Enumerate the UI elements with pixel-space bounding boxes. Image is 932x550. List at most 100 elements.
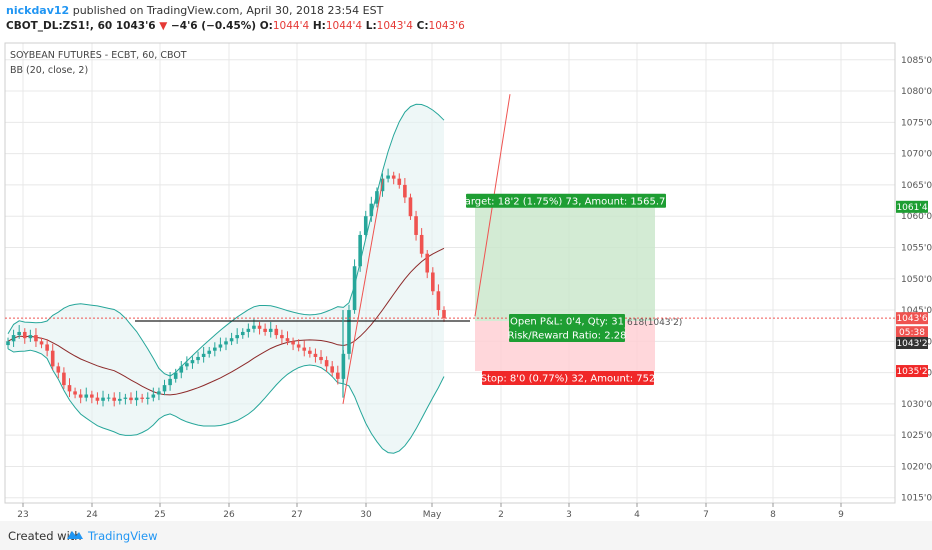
- candle-body: [263, 328, 267, 332]
- y-tick-label: 1060'0: [901, 212, 932, 222]
- candle-body: [330, 366, 335, 373]
- candle-body: [268, 328, 273, 332]
- symbol-label: CBOT_DL:ZS1!, 60: [6, 20, 113, 32]
- x-tick-label: May: [423, 510, 442, 520]
- candle-body: [50, 350, 55, 367]
- y-tick-label: 1070'0: [901, 150, 932, 160]
- chart-header: nickdav12 published on TradingView.com, …: [0, 0, 932, 38]
- open-pnl-label-box: [509, 313, 625, 328]
- candle-body: [101, 397, 105, 401]
- candle-body: [129, 397, 133, 401]
- candle-body: [224, 341, 228, 345]
- x-axis: 23 24 25 26 27 30 May 2 3 4 7 8 9: [17, 503, 844, 520]
- candle-body: [391, 175, 396, 179]
- target-zone[interactable]: [475, 206, 655, 321]
- y-tick-label: 1030'0: [901, 400, 932, 410]
- open-pnl-label: Open P&L: 0'4, Qty: 31: [510, 316, 624, 327]
- candle-body: [319, 356, 323, 361]
- candle-body: [6, 341, 10, 346]
- candle-body: [274, 328, 279, 336]
- candle-body: [123, 397, 128, 399]
- candle-body: [73, 391, 77, 395]
- countdown-label: 05:38: [899, 328, 925, 338]
- candle-body: [352, 266, 357, 311]
- y-tick-label: 1080'0: [901, 87, 932, 97]
- trend-line-1[interactable]: [342, 178, 384, 404]
- low-value: 1043'4: [376, 20, 413, 32]
- publish-info: nickdav12 published on TradingView.com, …: [6, 4, 383, 17]
- candle-body: [179, 366, 184, 373]
- x-tick-label: 2: [498, 510, 504, 520]
- y-tick-label: 1025'0: [901, 431, 932, 441]
- candle-body: [240, 331, 245, 336]
- x-tick-label: 4: [634, 510, 640, 520]
- candle-body: [229, 338, 234, 342]
- candle-body: [173, 372, 178, 379]
- y-tick-label: 1085'0: [901, 56, 932, 66]
- candle-body: [45, 344, 49, 351]
- candle-body: [257, 325, 262, 329]
- author-link[interactable]: nickdav12: [6, 4, 70, 17]
- candles: [6, 168, 446, 407]
- countdown-label-box: [896, 326, 928, 339]
- ohlc-line: CBOT_DL:ZS1!, 60 1043'6 ▼ −4'6 (−0.45%) …: [6, 20, 465, 32]
- candle-body: [190, 360, 195, 364]
- candle-body: [324, 360, 329, 367]
- candle-body: [151, 394, 156, 398]
- y-tick-label: 1065'0: [901, 181, 932, 191]
- candle-body: [106, 397, 111, 399]
- stop-label: Stop: 8'0 (0.77%) 32, Amount: 752: [481, 374, 656, 385]
- down-arrow-icon: ▼: [159, 20, 168, 32]
- x-tick-label: 9: [838, 510, 844, 520]
- candle-body: [419, 234, 424, 254]
- candle-body: [291, 341, 295, 345]
- chart-title: SOYBEAN FUTURES - ECBT, 60, CBOT: [10, 50, 187, 61]
- candle-body: [34, 335, 38, 342]
- candle-body: [397, 178, 402, 185]
- y-tick-label: 1055'0: [901, 243, 932, 253]
- candle-body: [134, 397, 139, 401]
- y-tick-label: 1050'0: [901, 275, 932, 285]
- candle-body: [408, 197, 413, 217]
- price-chart[interactable]: Target: 18'2 (1.75%) 73, Amount: 1565.75…: [0, 38, 932, 521]
- tradingview-logo-icon: [67, 531, 83, 539]
- footer: Created with TradingView: [0, 521, 932, 550]
- candle-body: [213, 347, 217, 351]
- candle-body: [308, 350, 312, 354]
- candle-body: [84, 394, 89, 398]
- candle-body: [414, 216, 418, 235]
- entry-price-axis-label-box: [896, 336, 928, 349]
- stop-price-label: 1035'2: [896, 367, 927, 377]
- band-fill: [8, 104, 444, 454]
- y-tick-label: 1020'0: [901, 462, 932, 472]
- risk-reward-label: Risk/Reward Ratio: 2.28: [507, 330, 626, 341]
- stop-label-box: [482, 371, 654, 386]
- candle-body: [296, 344, 301, 348]
- indicator-label: BB (20, close, 2): [10, 65, 88, 76]
- candle-body: [375, 191, 379, 204]
- candle-body: [95, 397, 100, 401]
- x-tick-label: 26: [223, 510, 235, 520]
- target-price-label: 1061'4: [896, 203, 927, 213]
- risk-reward-label-box: [509, 327, 625, 342]
- candle-body: [162, 385, 167, 392]
- tradingview-brand-link[interactable]: TradingView: [88, 529, 158, 543]
- lower-band: [7, 348, 445, 454]
- candle-body: [403, 184, 407, 198]
- candle-body: [201, 353, 206, 357]
- target-label: Target: 18'2 (1.75%) 73, Amount: 1565.75: [459, 196, 672, 207]
- drawings: Target: 18'2 (1.75%) 73, Amount: 1565.75…: [5, 94, 895, 404]
- candle-body: [280, 335, 284, 339]
- candle-body: [431, 272, 435, 292]
- low-label: L:: [365, 20, 377, 32]
- candle-body: [11, 335, 16, 342]
- candle-body: [56, 366, 61, 373]
- x-tick-label: 23: [17, 510, 28, 520]
- y-axis: 1085'0 1080'0 1075'0 1070'0 1065'0 1060'0 1055…: [896, 56, 932, 504]
- candle-body: [436, 291, 441, 311]
- high-value: 1044'4: [325, 20, 363, 32]
- candle-body: [347, 310, 351, 354]
- candle-body: [117, 398, 122, 401]
- x-tick-label: 30: [360, 510, 372, 520]
- candle-body: [285, 338, 290, 342]
